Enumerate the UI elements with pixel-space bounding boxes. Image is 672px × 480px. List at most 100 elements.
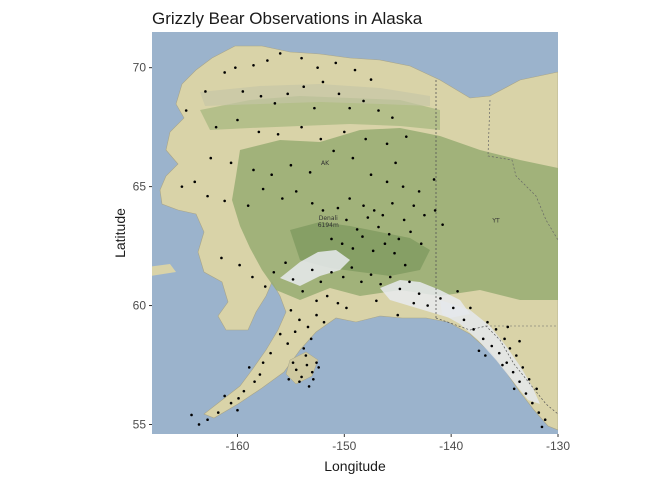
observation-point	[484, 354, 487, 357]
observation-point	[229, 401, 233, 405]
x-axis: -160 -150 -140 -130	[225, 434, 570, 453]
observation-point	[330, 237, 333, 241]
observation-point	[506, 325, 510, 329]
observation-point	[302, 85, 306, 89]
observation-point	[371, 249, 375, 253]
observation-point	[330, 270, 333, 274]
observation-point	[312, 377, 315, 381]
observation-point	[237, 397, 240, 400]
observation-point	[204, 90, 207, 93]
observation-point	[301, 289, 304, 293]
observation-point	[304, 354, 308, 357]
map-place-label: 6194m	[318, 222, 339, 229]
observation-point	[383, 242, 387, 246]
observation-point	[241, 90, 245, 93]
observation-point	[381, 213, 385, 217]
observation-point	[401, 185, 405, 188]
yt-nwt-border	[487, 99, 558, 241]
observation-point	[246, 204, 250, 207]
observation-point	[531, 401, 534, 405]
map-place-label: Denali	[319, 215, 338, 222]
observation-point	[433, 209, 437, 212]
observation-point	[306, 325, 310, 329]
observation-point	[272, 270, 276, 274]
observation-point	[343, 130, 346, 134]
observation-point	[234, 66, 237, 69]
observation-point	[315, 361, 318, 364]
forest-north-slope	[200, 96, 440, 130]
x-axis-title: Longitude	[324, 458, 386, 474]
observation-point	[361, 235, 364, 238]
x-tick-label: -130	[546, 439, 570, 453]
brooks-range	[200, 84, 430, 106]
y-tick-label: 70	[133, 61, 147, 75]
observation-point	[276, 132, 280, 136]
observation-point	[409, 230, 412, 234]
observation-point	[412, 204, 416, 207]
observation-point	[408, 280, 411, 284]
observation-point	[286, 92, 289, 96]
observation-point	[505, 361, 509, 364]
observation-point	[362, 99, 365, 103]
observation-point	[337, 92, 341, 96]
observation-point	[252, 64, 255, 67]
observation-point	[206, 418, 209, 422]
island-kodiak	[285, 351, 319, 385]
observation-point	[490, 344, 494, 348]
island-st-lawrence	[152, 264, 176, 276]
observation-point	[345, 218, 348, 222]
observation-point	[501, 363, 504, 367]
y-axis-title: Latitude	[112, 208, 128, 258]
observation-point	[291, 278, 295, 281]
y-tick-label: 60	[133, 299, 147, 313]
observation-point	[261, 361, 265, 364]
alaska-range-snow	[280, 250, 350, 286]
observation-point	[497, 351, 501, 355]
observation-point	[242, 389, 246, 393]
observation-point	[355, 228, 359, 231]
observation-point	[353, 68, 357, 72]
observation-point	[426, 304, 429, 307]
observation-point	[477, 349, 481, 353]
observation-point	[336, 301, 340, 305]
observation-point	[518, 380, 521, 383]
observation-point	[180, 185, 184, 188]
observation-point	[315, 313, 318, 317]
observation-point	[190, 413, 193, 417]
observation-point	[540, 425, 544, 429]
observation-point	[369, 273, 373, 276]
observation-point	[535, 387, 538, 391]
observation-point	[278, 52, 282, 55]
observation-point	[315, 299, 318, 303]
observation-point	[375, 299, 378, 303]
observation-point	[305, 363, 309, 367]
observation-point	[364, 137, 367, 141]
observation-point	[223, 394, 226, 398]
observation-point	[223, 199, 226, 203]
observation-point	[503, 337, 506, 341]
observation-point	[294, 368, 298, 372]
observation-point	[402, 218, 406, 222]
observation-point	[302, 347, 306, 350]
observation-point	[266, 59, 269, 62]
observation-point	[518, 339, 521, 343]
observation-point	[403, 263, 407, 267]
observation-point	[223, 71, 226, 74]
observation-point	[317, 366, 320, 369]
observation-point	[527, 377, 531, 381]
observation-point	[308, 171, 312, 174]
observation-point	[366, 216, 370, 219]
observation-point	[236, 408, 239, 412]
observation-point	[300, 375, 303, 379]
observation-point	[397, 237, 401, 241]
observation-point	[417, 190, 421, 193]
observation-point	[439, 297, 442, 300]
observation-point	[441, 223, 444, 226]
observation-point	[398, 287, 402, 291]
observation-point	[508, 347, 512, 350]
observation-point	[412, 301, 416, 305]
observation-point	[379, 282, 382, 286]
observation-point	[486, 320, 489, 324]
observation-point	[469, 306, 472, 310]
